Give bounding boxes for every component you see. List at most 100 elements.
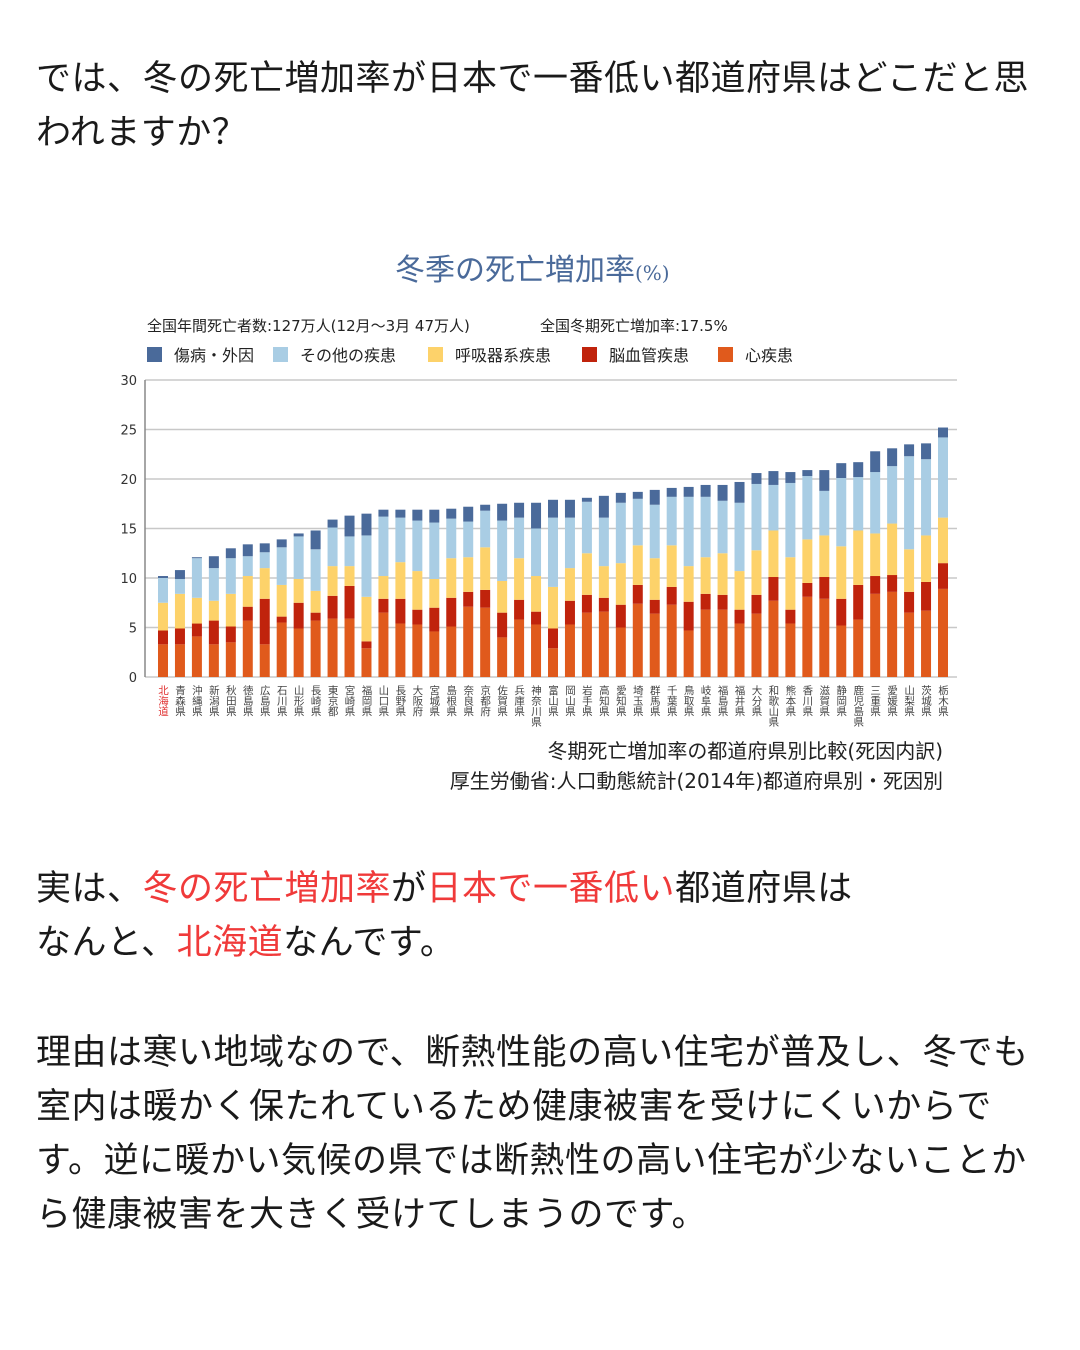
bar-segment [158, 630, 168, 645]
bar-segment [870, 576, 881, 594]
bar-segment [887, 448, 898, 467]
bar-segment [310, 549, 321, 591]
bar-segment [548, 628, 558, 649]
bar-segment [174, 628, 185, 645]
bar-segment [361, 648, 372, 677]
x-tick-label: 宮城県 [428, 684, 440, 717]
bar-segment [581, 501, 592, 554]
bar-segment [938, 437, 948, 518]
x-tick-label: 大分県 [750, 684, 762, 717]
bar-segment [480, 607, 491, 677]
x-tick-label: 鹿児島県 [852, 684, 864, 728]
bar-segment [242, 544, 253, 557]
bar-segment [259, 598, 270, 645]
bar-segment [158, 576, 168, 578]
y-tick-label: 15 [120, 523, 137, 538]
bar-segment [174, 570, 185, 579]
bar-segment [598, 597, 609, 612]
bar-segment [887, 466, 898, 524]
bar-segment [327, 595, 338, 619]
bar-segment [938, 588, 948, 677]
bar-segment [310, 620, 321, 677]
bar-segment [191, 636, 202, 677]
bar-segment [666, 604, 677, 677]
x-tick-label: 滋賀県 [818, 684, 830, 717]
bar-segment [480, 589, 491, 608]
x-tick-label: 山形県 [293, 685, 305, 717]
bar-segment [259, 543, 270, 553]
x-tick-label: 愛知県 [615, 684, 627, 717]
x-tick-label: 千葉県 [666, 685, 678, 717]
bar-segment [242, 606, 253, 621]
bar-segment [497, 637, 508, 677]
bar-segment [938, 427, 948, 438]
bar-segment [683, 601, 694, 631]
x-tick-label: 富山県 [547, 684, 559, 717]
bar-segment [463, 591, 474, 607]
x-tick-label: 石川県 [276, 685, 288, 717]
bar-segment [836, 625, 847, 677]
answer-text: なんです。 [283, 923, 456, 963]
bar-segment [887, 591, 898, 677]
bar-segment [497, 612, 508, 638]
bar-segment [242, 556, 253, 577]
bar-segment [446, 518, 457, 559]
bar-segment [615, 563, 626, 605]
bar-segment [734, 481, 745, 503]
bar-segment [853, 462, 864, 478]
bar-segment [259, 568, 270, 599]
chart-bars [158, 427, 948, 677]
bar-segment [463, 521, 474, 558]
bar-segment [191, 597, 202, 624]
bar-segment [887, 575, 898, 592]
bar-segment [564, 568, 575, 601]
answer-text: 都道府県は [675, 869, 853, 909]
bar-segment [242, 576, 253, 607]
x-tick-label: 佐賀県 [496, 684, 508, 717]
bar-segment [463, 506, 474, 522]
x-tick-label: 岩手県 [581, 684, 593, 717]
x-tick-label: 茨城県 [920, 684, 932, 717]
bar-segment [938, 517, 948, 564]
bar-segment [327, 618, 338, 677]
x-tick-label: 青森県 [174, 684, 186, 717]
bar-segment [191, 557, 202, 559]
x-tick-label: 新潟県 [208, 684, 220, 717]
x-tick-label: 島根県 [445, 684, 457, 717]
bar-segment [819, 490, 830, 536]
bar-segment [327, 566, 338, 596]
bar-segment [293, 533, 304, 537]
chart-caption: 冬期死亡増加率の都道府県別比較(死因内訳) [547, 739, 943, 763]
bar-segment [293, 602, 304, 629]
bar-segment [785, 609, 796, 624]
bar-segment [564, 624, 575, 677]
bar-segment [327, 527, 338, 567]
chart-subtitle-left: 全国年間死亡者数:127万人(12月〜3月 47万人) [147, 317, 470, 335]
bar-segment [310, 590, 321, 613]
answer-text: なんと、 [36, 923, 177, 963]
bar-segment [378, 516, 389, 577]
bar-segment [514, 502, 525, 518]
chart-source: 厚生労働省:人口動態統計(2014年)都道府県別・死因別 [450, 769, 943, 793]
bar-segment [225, 642, 236, 677]
bar-segment [921, 581, 932, 611]
bar-segment [344, 566, 355, 586]
bar-segment [158, 578, 168, 603]
bar-segment [853, 530, 864, 585]
bar-segment [446, 597, 457, 627]
bar-segment [581, 553, 592, 595]
bar-segment [649, 504, 660, 559]
bar-segment [225, 593, 236, 627]
bar-segment [581, 612, 592, 677]
bar-segment [497, 580, 508, 613]
bar-segment [870, 472, 881, 534]
bar-segment [836, 546, 847, 599]
bar-segment [615, 604, 626, 628]
bar-segment [429, 578, 440, 608]
legend-swatch [428, 347, 443, 362]
bar-segment [293, 536, 304, 579]
bar-segment [344, 515, 355, 537]
bar-segment [208, 644, 219, 677]
bar-segment [785, 472, 796, 483]
bar-segment [700, 593, 711, 610]
